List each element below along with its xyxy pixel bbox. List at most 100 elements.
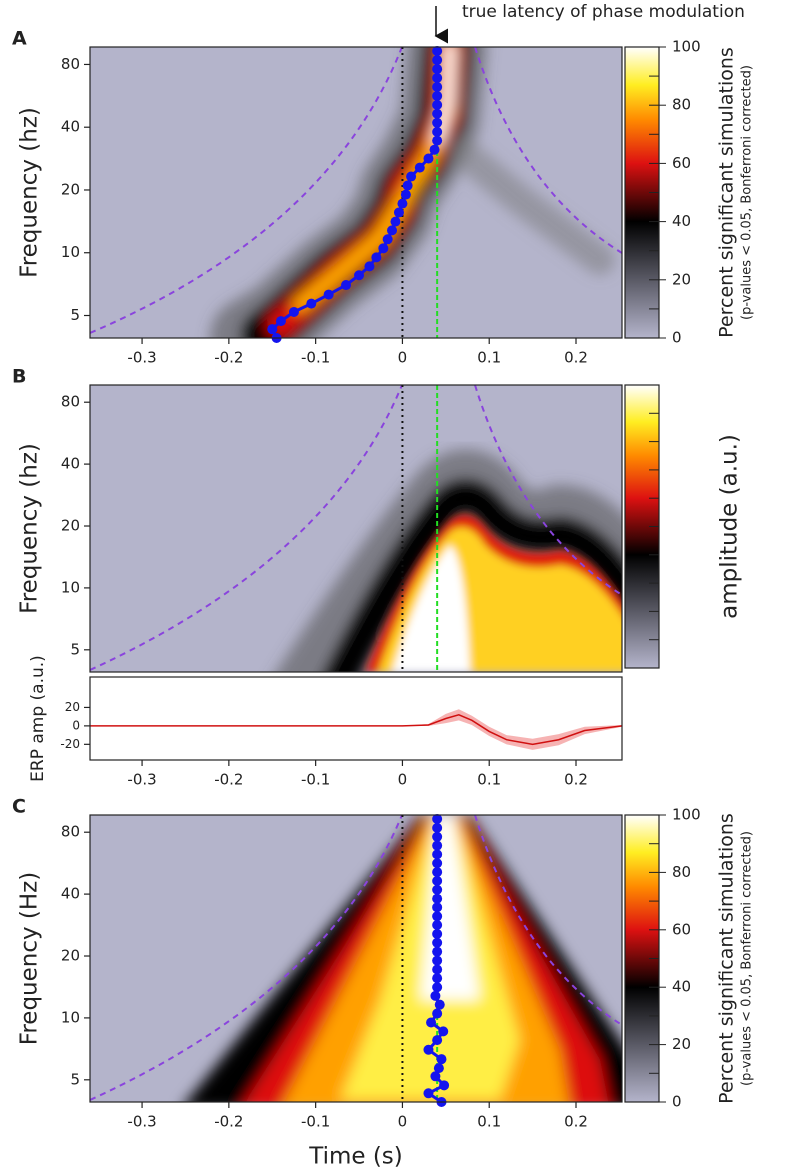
x-tick-label: 0.1	[477, 771, 501, 789]
y-tick-label: 40	[61, 455, 80, 473]
x-tick-label: -0.1	[301, 1113, 330, 1131]
latency-point	[433, 1063, 444, 1074]
latency-point	[432, 46, 443, 57]
colorbar-tick-label: 0	[672, 329, 682, 347]
x-tick-label: -0.2	[214, 771, 243, 789]
latency-point	[364, 261, 375, 272]
y-tick-label: 10	[61, 1008, 80, 1026]
latency-point	[371, 252, 382, 263]
colorbar-tick-label: 40	[672, 212, 691, 230]
latency-point	[432, 964, 443, 975]
latency-point	[432, 911, 443, 922]
colorbar-label: Percent significant simulations	[716, 813, 738, 1104]
latency-point	[414, 162, 425, 173]
latency-point	[432, 813, 443, 824]
y-tick-label: 80	[61, 55, 80, 73]
latency-point	[432, 875, 443, 886]
latency-point	[387, 225, 398, 236]
y-tick-label: 10	[61, 578, 80, 596]
colorbar-tick-label: 0	[672, 1093, 682, 1111]
x-tick-label: 0	[398, 1113, 408, 1131]
y-tick-label: 10	[61, 243, 80, 261]
y-tick-label: 20	[61, 517, 80, 535]
plot-frame	[89, 384, 623, 673]
colorbar-label: amplitude (a.u.)	[717, 434, 743, 619]
x-tick-label: -0.3	[127, 1113, 156, 1131]
latency-point	[432, 955, 443, 966]
latency-point	[423, 1044, 434, 1055]
latency-point	[341, 280, 352, 291]
plot-frame	[89, 676, 623, 761]
x-tick-label: 0	[398, 771, 408, 789]
y-tick-label: 5	[70, 1070, 80, 1088]
x-tick-label: 0.2	[564, 1113, 588, 1131]
latency-point	[432, 72, 443, 83]
x-tick-label: 0	[398, 349, 408, 367]
latency-point	[382, 234, 393, 245]
latency-point	[432, 822, 443, 833]
latency-point	[397, 198, 408, 209]
latency-point	[429, 144, 440, 155]
plot-frame	[89, 46, 623, 339]
latency-point	[306, 298, 317, 309]
panel-label: A	[12, 28, 27, 50]
latency-point	[432, 64, 443, 75]
colorbar-tick-label: 60	[672, 920, 691, 938]
latency-point	[432, 902, 443, 913]
x-tick-label: -0.2	[214, 349, 243, 367]
latency-point	[430, 1071, 441, 1082]
erp-line	[90, 714, 623, 746]
colorbar-tick-label: 100	[672, 806, 701, 824]
latency-point	[432, 55, 443, 66]
colorbar-tick-label: 80	[672, 96, 691, 114]
latency-point	[432, 884, 443, 895]
panel-label: B	[12, 366, 26, 388]
y-tick-label: 80	[61, 393, 80, 411]
latency-point	[432, 946, 443, 957]
latency-point	[432, 117, 443, 128]
colorbar-tick-label: 40	[672, 978, 691, 996]
cone-of-influence	[90, 47, 622, 1101]
colorbar-tick-label: 100	[672, 38, 701, 56]
heatmap-c	[90, 815, 622, 1102]
latency-point	[432, 99, 443, 110]
latency-point	[432, 849, 443, 860]
latency-point	[432, 867, 443, 878]
y-axis-label: Frequency (hz)	[17, 107, 43, 278]
x-tick-label: -0.1	[301, 771, 330, 789]
latency-point	[393, 207, 404, 218]
latency-point	[426, 1017, 437, 1028]
latency-point	[439, 1080, 450, 1091]
latency-point	[288, 306, 299, 317]
y-axis-label: ERP amp (a.u.)	[28, 655, 48, 782]
latency-point	[438, 1026, 449, 1037]
latency-point	[432, 840, 443, 851]
latency-point	[275, 316, 286, 327]
y-tick-label: 5	[70, 306, 80, 324]
x-tick-label: 0.1	[477, 349, 501, 367]
colorbar-tick-label: 60	[672, 154, 691, 172]
x-tick-label: -0.3	[127, 349, 156, 367]
latency-point	[432, 126, 443, 137]
colorbar-sublabel: (p-values < 0.05, Bonferroni corrected)	[740, 831, 755, 1086]
x-tick-label: 0.1	[477, 1113, 501, 1131]
latency-point	[423, 1088, 434, 1099]
x-tick-label: 0.2	[564, 771, 588, 789]
colorbar-label: Percent significant simulations	[716, 47, 738, 338]
latency-point	[390, 216, 401, 227]
y-tick-label: 5	[70, 640, 80, 658]
y-tick-label: 40	[61, 118, 80, 136]
latency-point	[432, 893, 443, 904]
latency-point	[432, 1008, 443, 1019]
y-tick-label: -20	[60, 737, 80, 751]
latency-point	[378, 243, 389, 254]
latency-point	[267, 324, 278, 335]
latency-point	[432, 973, 443, 984]
y-tick-label: 20	[65, 700, 80, 714]
x-tick-label: -0.2	[214, 1113, 243, 1131]
heatmap-b	[90, 385, 622, 672]
latency-point	[432, 90, 443, 101]
colorbar-sublabel: (p-values < 0.05, Bonferroni corrected)	[740, 65, 755, 320]
latency-point	[402, 180, 413, 191]
